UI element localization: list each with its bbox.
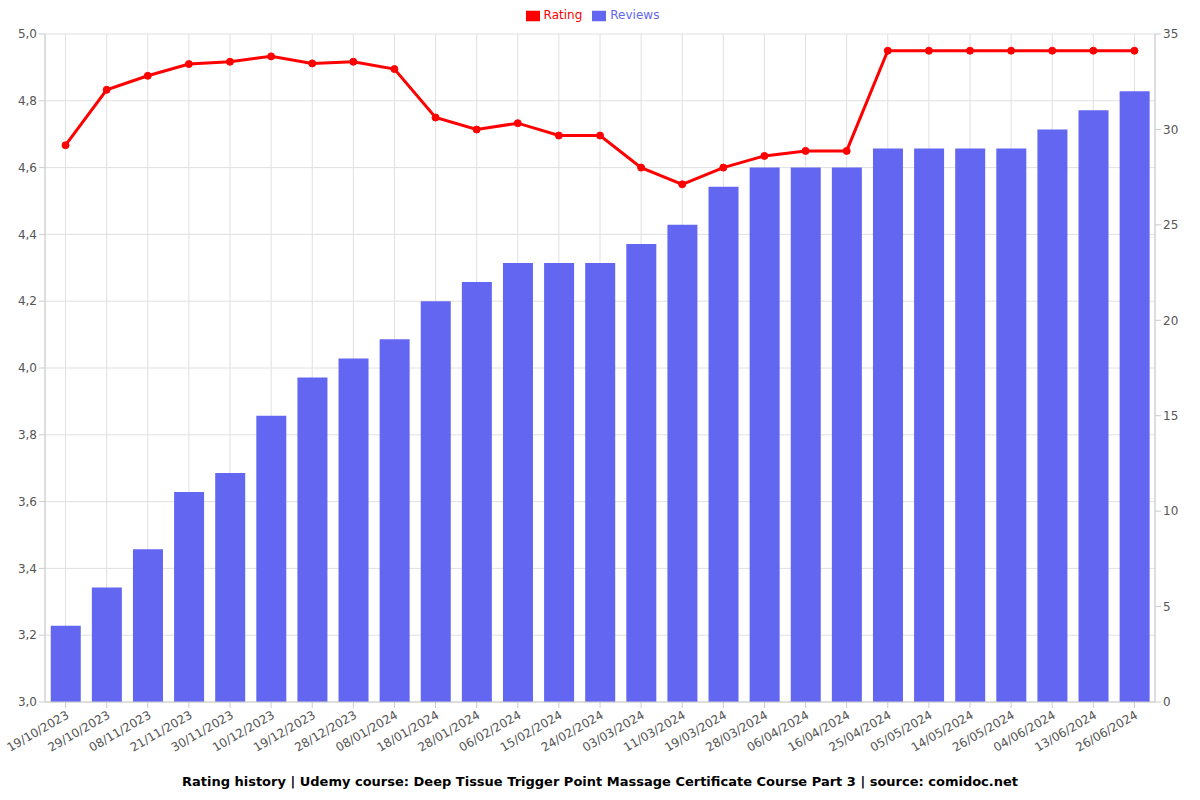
svg-text:4,4: 4,4	[18, 228, 37, 242]
svg-text:06/02/2024: 06/02/2024	[456, 707, 524, 755]
svg-text:28/12/2023: 28/12/2023	[292, 707, 360, 755]
svg-text:14/05/2024: 14/05/2024	[908, 707, 976, 755]
svg-text:5: 5	[1163, 600, 1171, 614]
svg-text:10: 10	[1163, 504, 1178, 518]
svg-text:30/11/2023: 30/11/2023	[168, 707, 236, 755]
svg-text:3,4: 3,4	[18, 562, 37, 576]
svg-text:29/10/2023: 29/10/2023	[45, 707, 113, 755]
svg-text:08/11/2023: 08/11/2023	[86, 707, 154, 755]
svg-text:15/02/2024: 15/02/2024	[497, 707, 565, 755]
svg-text:26/06/2024: 26/06/2024	[1073, 708, 1140, 755]
svg-text:19/03/2024: 19/03/2024	[662, 707, 730, 755]
svg-text:21/11/2023: 21/11/2023	[127, 707, 195, 755]
svg-text:28/01/2024: 28/01/2024	[415, 707, 483, 755]
svg-text:4,8: 4,8	[18, 94, 37, 108]
svg-text:08/01/2024: 08/01/2024	[333, 707, 401, 755]
html-text:Rating history | Udemy course:: Rating history | Udemy course: Deep Tiss…	[181, 774, 1019, 789]
svg-text:5,0: 5,0	[18, 27, 37, 41]
svg-text:3,0: 3,0	[18, 695, 37, 709]
svg-text:25/04/2024: 25/04/2024	[826, 707, 894, 755]
svg-text:03/03/2024: 03/03/2024	[580, 707, 647, 755]
svg-text:20: 20	[1163, 314, 1178, 328]
svg-text:30: 30	[1163, 123, 1178, 137]
svg-text:04/06/2024: 04/06/2024	[991, 707, 1058, 755]
svg-text:18/01/2024: 18/01/2024	[374, 707, 442, 755]
svg-text:3,6: 3,6	[18, 495, 37, 509]
svg-text:06/04/2024: 06/04/2024	[744, 707, 812, 755]
svg-text:3,2: 3,2	[18, 628, 37, 642]
svg-text:4,0: 4,0	[18, 361, 37, 375]
svg-text:28/03/2024: 28/03/2024	[703, 707, 771, 755]
svg-text:25: 25	[1163, 218, 1178, 232]
svg-text:16/04/2024: 16/04/2024	[785, 707, 853, 755]
svg-text:0: 0	[1163, 695, 1171, 709]
svg-text:26/05/2024: 26/05/2024	[950, 707, 1017, 755]
svg-text:3,8: 3,8	[18, 428, 37, 442]
svg-text:10/12/2023: 10/12/2023	[210, 707, 277, 755]
svg-text:13/06/2024: 13/06/2024	[1032, 707, 1100, 755]
svg-text:4,6: 4,6	[18, 161, 37, 175]
svg-text:4,2: 4,2	[18, 294, 37, 308]
svg-text:05/05/2024: 05/05/2024	[867, 707, 935, 755]
svg-text:11/03/2024: 11/03/2024	[621, 707, 688, 755]
html-text:Rating: Rating	[543, 8, 583, 22]
svg-text:24/02/2024: 24/02/2024	[538, 707, 606, 755]
svg-text:35: 35	[1163, 27, 1178, 41]
svg-text:19/12/2023: 19/12/2023	[251, 707, 318, 755]
svg-text:15: 15	[1163, 409, 1178, 423]
html-text:Reviews: Reviews	[610, 8, 660, 22]
